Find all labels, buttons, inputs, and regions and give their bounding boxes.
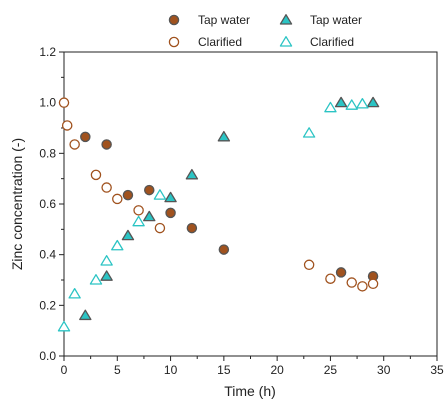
legend-label: Clarified [198, 35, 242, 49]
circle-filled-point [80, 131, 91, 143]
circle-open-point [61, 120, 73, 131]
circle-open-point [90, 169, 102, 181]
circle-open-point [69, 139, 80, 150]
triangle-open-point [324, 101, 337, 113]
triangle-open-point [132, 215, 145, 227]
circle-open-point [346, 277, 357, 288]
triangle-open-point [100, 255, 113, 266]
x-tick-label: 0 [61, 363, 68, 377]
circle-open-point [112, 193, 123, 205]
circle-filled-point [186, 222, 198, 234]
x-tick-label: 20 [270, 363, 284, 377]
circle-filled-point [144, 184, 155, 196]
legend-circle-filled-marker [168, 14, 180, 26]
x-axis-title: Time (h) [224, 383, 276, 399]
triangle-filled-point [366, 96, 380, 108]
triangle-filled-point [164, 191, 177, 203]
circle-filled-point [335, 267, 347, 278]
circle-open-point [303, 259, 315, 271]
triangle-open-point [153, 189, 167, 200]
axis-ticks: 0 5 10 15 20 25 30 35 0.0 0.2 0.4 0.6 0.8 1.0 1.2 [39, 45, 444, 377]
data-points [57, 96, 380, 332]
circle-filled-point [165, 207, 176, 219]
circle-open-point [101, 182, 112, 193]
triangle-open-point [345, 99, 358, 110]
triangle-filled-point [121, 229, 135, 241]
y-axis-title: Zinc concentration (-) [9, 138, 25, 270]
x-tick-label: 15 [217, 363, 231, 377]
x-tick-label: 5 [114, 363, 121, 377]
y-tick-label: 1.2 [39, 45, 56, 59]
triangle-filled-point [143, 210, 156, 222]
circle-open-point [325, 273, 336, 284]
x-tick-label: 35 [430, 363, 444, 377]
series-2-points [79, 96, 380, 321]
triangle-open-point [356, 97, 369, 109]
circle-open-point [58, 97, 70, 108]
legend-label: Tap water [310, 13, 362, 27]
series-1-points [58, 97, 379, 292]
legend-label: Clarified [310, 35, 354, 49]
legend: Tap water Clarified Tap water Clarified [168, 13, 362, 49]
triangle-open-point [89, 274, 103, 285]
y-tick-label: 1.0 [39, 96, 56, 110]
x-tick-label: 30 [377, 363, 391, 377]
triangle-open-point [68, 287, 81, 299]
triangle-filled-point [217, 130, 231, 142]
x-tick-label: 25 [324, 363, 338, 377]
y-tick-label: 0.0 [39, 349, 56, 363]
legend-circle-open-marker [168, 36, 180, 48]
series-0-points [80, 131, 379, 282]
y-tick-label: 0.4 [39, 248, 56, 262]
plot-frame [63, 51, 438, 357]
y-tick-label: 0.6 [39, 197, 56, 211]
legend-triangle-filled-marker [279, 14, 293, 25]
triangle-open-point [302, 127, 316, 138]
circle-filled-point [122, 189, 134, 201]
circle-open-point [133, 205, 144, 216]
circle-open-point [367, 278, 379, 290]
triangle-filled-point [100, 270, 113, 281]
triangle-open-point [57, 320, 71, 332]
triangle-open-point [111, 239, 124, 251]
x-tick-label: 10 [164, 363, 178, 377]
plot-border [63, 51, 438, 357]
triangle-filled-point [185, 168, 199, 180]
circle-open-point [357, 281, 368, 292]
triangle-filled-point [79, 309, 92, 321]
y-tick-label: 0.8 [39, 146, 56, 160]
circle-open-point [154, 222, 166, 234]
y-tick-label: 0.2 [39, 298, 56, 312]
circle-filled-point [218, 244, 230, 255]
legend-triangle-open-marker [279, 36, 293, 47]
triangle-filled-point [334, 96, 348, 108]
circle-filled-point [101, 139, 112, 150]
series-3-points [57, 97, 369, 332]
legend-label: Tap water [198, 13, 250, 27]
